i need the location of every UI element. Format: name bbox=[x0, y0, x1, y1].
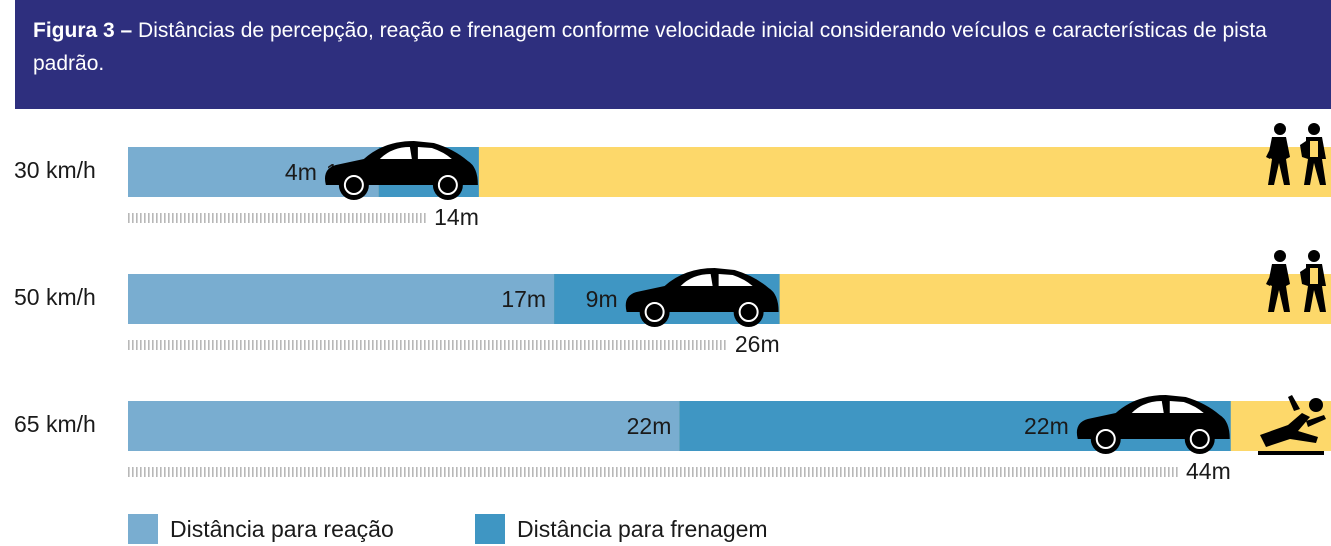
value-label: 4m bbox=[285, 159, 317, 185]
figure-header: Figura 3 – Distâncias de percepção, reaç… bbox=[15, 0, 1331, 109]
figure-title: Distâncias de percepção, reação e frenag… bbox=[33, 19, 1267, 75]
distance-line bbox=[128, 213, 427, 223]
value-label: 22m bbox=[627, 413, 672, 439]
distance-line bbox=[128, 340, 728, 350]
value-label: 17m bbox=[501, 286, 546, 312]
legend-label: Distância para frenagem bbox=[517, 516, 768, 542]
category-label: 30 km/h bbox=[14, 157, 96, 183]
figure-label: Figura 3 – bbox=[33, 19, 133, 42]
legend-swatch bbox=[128, 514, 158, 544]
bar-segment bbox=[128, 274, 555, 324]
category-label: 50 km/h bbox=[14, 284, 96, 310]
value-label: 22m bbox=[1024, 413, 1069, 439]
value-label: 9m bbox=[586, 286, 618, 312]
legend-swatch bbox=[475, 514, 505, 544]
total-label: 26m bbox=[735, 331, 780, 357]
legend-label: Distância para reação bbox=[170, 516, 394, 542]
distance-line bbox=[128, 467, 1179, 477]
category-label: 65 km/h bbox=[14, 411, 96, 437]
bar-segment bbox=[128, 401, 680, 451]
total-label: 44m bbox=[1186, 458, 1231, 484]
total-label: 14m bbox=[434, 204, 479, 230]
